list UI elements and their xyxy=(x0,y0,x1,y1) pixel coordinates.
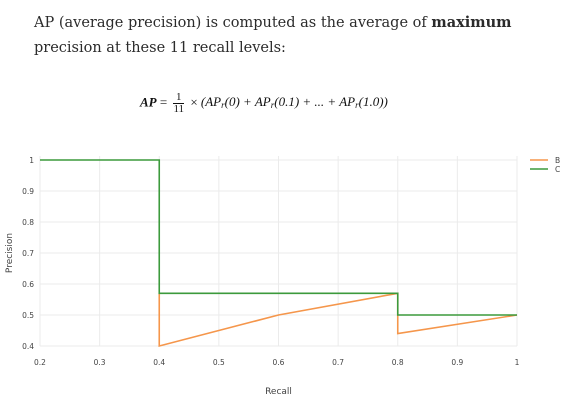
y-tick-label: 0.7 xyxy=(22,249,34,258)
formula-sub-3: r xyxy=(355,100,359,111)
y-tick-labels: 0.4 0.5 0.6 0.7 0.8 0.9 1 xyxy=(22,156,34,351)
y-tick-label: 1 xyxy=(29,156,34,165)
formula-part-4: (1.0)) xyxy=(358,94,388,110)
x-tick-label: 0.3 xyxy=(94,358,106,367)
formula-times: × xyxy=(190,94,198,110)
chart-legend: BC xyxy=(530,156,560,174)
intro-paragraph: AP (average precision) is computed as th… xyxy=(34,10,564,61)
formula-lhs: AP xyxy=(140,94,157,110)
formula-part-2: (0) + AP xyxy=(224,94,271,110)
formula-denominator: 11 xyxy=(173,103,185,115)
y-axis-label: Precision xyxy=(5,233,15,273)
formula-sub-1: r xyxy=(221,100,225,111)
x-tick-labels: 0.2 0.3 0.4 0.5 0.6 0.7 0.8 0.9 1 xyxy=(34,358,520,367)
legend-label-C: C xyxy=(555,165,560,174)
x-tick-label: 0.2 xyxy=(34,358,46,367)
chart-series xyxy=(40,159,518,348)
x-tick-label: 0.8 xyxy=(392,358,404,367)
intro-text-before: AP (average precision) is computed as th… xyxy=(34,15,432,31)
y-tick-label: 0.8 xyxy=(22,218,34,227)
formula-sub-2: r xyxy=(270,100,275,111)
series-line-C xyxy=(40,159,517,316)
x-tick-label: 1 xyxy=(515,358,520,367)
x-tick-label: 0.7 xyxy=(332,358,344,367)
intro-bold-maximum: maximum xyxy=(431,14,512,31)
formula-fraction: 1 11 xyxy=(173,92,185,115)
formula-body: (APr(0) + APr(0.1) + ... + APr(1.0)) xyxy=(200,94,388,111)
y-tick-label: 0.5 xyxy=(22,311,34,320)
x-tick-label: 0.5 xyxy=(213,358,225,367)
x-tick-label: 0.6 xyxy=(273,358,285,367)
formula-numerator: 1 xyxy=(173,92,185,104)
y-tick-label: 0.6 xyxy=(22,280,34,289)
x-tick-label: 0.4 xyxy=(153,358,165,367)
formula-part-1: (AP xyxy=(200,94,222,110)
precision-recall-chart: 0.2 0.3 0.4 0.5 0.6 0.7 0.8 0.9 1 0.40.50.60.70.… xyxy=(5,156,560,397)
formula-part-3: (0.1) + ... + AP xyxy=(274,94,356,110)
legend-label-B: B xyxy=(555,156,560,165)
ap-formula: AP = 1 11 × (APr(0) + APr(0.1) + ... + AP… xyxy=(140,92,388,115)
y-tick-label: 0.4 xyxy=(22,342,34,351)
x-tick-label: 0.9 xyxy=(451,358,463,367)
y-tick-label: 0.9 xyxy=(22,187,34,196)
series-line-B xyxy=(158,292,518,348)
formula-equals: = xyxy=(159,94,168,110)
x-axis-label: Recall xyxy=(265,387,292,397)
intro-text-after: precision at these 11 recall levels: xyxy=(34,40,286,56)
chart-grid xyxy=(39,156,518,347)
